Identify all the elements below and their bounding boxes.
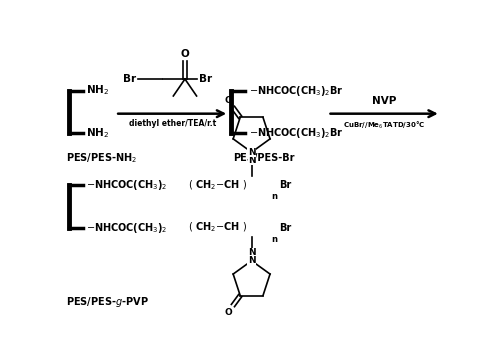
Text: NH$_2$: NH$_2$ (86, 126, 109, 140)
Text: PES/PES-NH$_2$: PES/PES-NH$_2$ (66, 151, 136, 165)
Text: $-$NHCOC(CH$_3$)$_2$: $-$NHCOC(CH$_3$)$_2$ (86, 221, 167, 235)
Text: CuBr//Me$_6$TATD/30°C: CuBr//Me$_6$TATD/30°C (343, 120, 425, 131)
Text: O: O (224, 96, 232, 105)
Text: Br: Br (123, 74, 136, 84)
Text: Br: Br (280, 180, 292, 190)
Text: Br: Br (280, 223, 292, 233)
Text: PES/PES-$g$-PVP: PES/PES-$g$-PVP (66, 295, 148, 309)
Text: N: N (248, 156, 256, 165)
Text: O: O (224, 308, 232, 317)
Text: PES/PES-Br: PES/PES-Br (233, 154, 294, 164)
Text: $-$NHCOC(CH$_3$)$_2$: $-$NHCOC(CH$_3$)$_2$ (86, 178, 167, 192)
Text: N: N (248, 248, 256, 257)
Text: diethyl ether/TEA/r.t: diethyl ether/TEA/r.t (129, 119, 216, 128)
Text: O: O (180, 49, 190, 59)
Text: Br: Br (199, 74, 212, 84)
Text: $($ CH$_2$$-$CH $)$: $($ CH$_2$$-$CH $)$ (188, 178, 247, 192)
Text: N: N (248, 256, 256, 265)
Text: N: N (248, 148, 256, 157)
Text: $-$NHCOC(CH$_3$)$_2$Br: $-$NHCOC(CH$_3$)$_2$Br (248, 126, 344, 140)
Text: n: n (272, 235, 278, 244)
Text: $($ CH$_2$$-$CH $)$: $($ CH$_2$$-$CH $)$ (188, 221, 247, 235)
Text: NVP: NVP (372, 96, 396, 106)
Text: $-$NHCOC(CH$_3$)$_2$Br: $-$NHCOC(CH$_3$)$_2$Br (248, 84, 344, 97)
Text: NH$_2$: NH$_2$ (86, 84, 109, 97)
Text: n: n (272, 192, 278, 201)
